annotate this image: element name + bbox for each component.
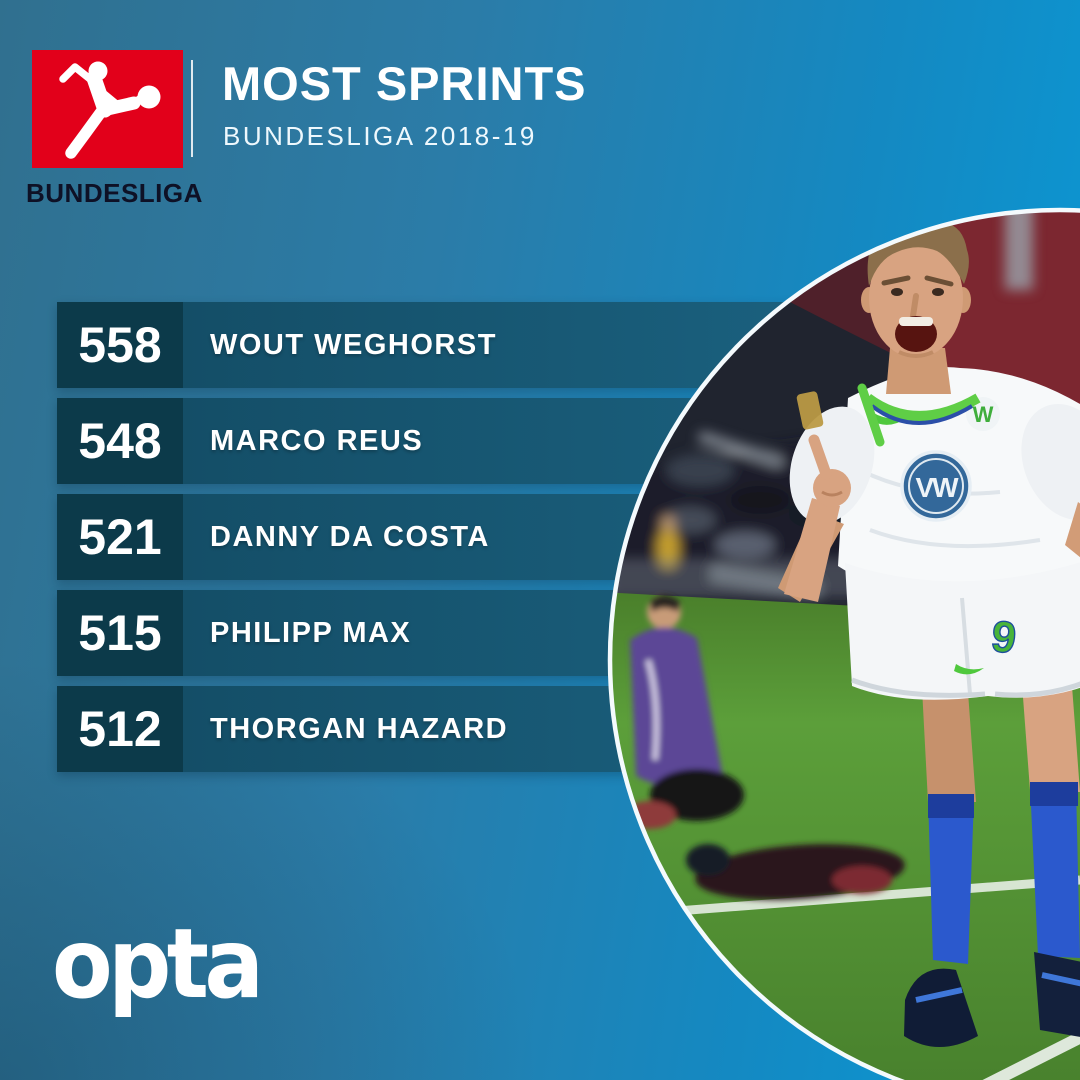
- photo-circle-border: [607, 207, 1080, 1080]
- page-title: MOST SPRINTS: [222, 57, 587, 110]
- fallen-player: [686, 844, 905, 900]
- shorts-number: 9: [989, 612, 1019, 664]
- bundesliga-logo-icon: [59, 61, 161, 159]
- pitch-line: [611, 875, 1080, 921]
- collar: [865, 393, 981, 421]
- opta-logo: opta: [52, 908, 264, 1020]
- vw-logo-icon: VW: [900, 450, 972, 522]
- vw-letters: VW: [915, 472, 959, 503]
- stat-value: 558: [57, 302, 183, 388]
- bundesliga-logo: [32, 50, 183, 168]
- stat-value: 515: [57, 590, 183, 676]
- page-subtitle: BUNDESLIGA 2018-19: [223, 121, 537, 151]
- stat-value: 521: [57, 494, 183, 580]
- crest-letter: W: [973, 402, 994, 427]
- sleeve-patch: [796, 391, 824, 430]
- stat-value: 548: [57, 398, 183, 484]
- stat-row-1: 558 WOUT WEGHORST: [57, 302, 800, 388]
- player-name: WOUT WEGHORST: [183, 302, 800, 388]
- boot-right: [1034, 952, 1080, 1040]
- pitch-line-corner: [977, 976, 1080, 1080]
- pointing-finger: [808, 434, 832, 480]
- shorts: [845, 558, 1080, 700]
- header-divider: [191, 60, 193, 157]
- bundesliga-wordmark: BUNDESLIGA: [26, 178, 203, 208]
- shorts-swoosh-icon: [954, 664, 984, 675]
- stat-value: 512: [57, 686, 183, 772]
- stats-list: 558 WOUT WEGHORST 548 MARCO REUS 521 DAN…: [57, 302, 800, 772]
